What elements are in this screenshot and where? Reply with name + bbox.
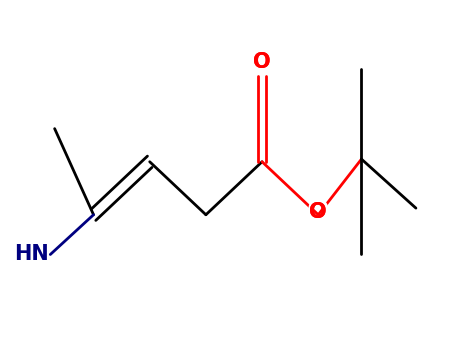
Text: O: O <box>253 52 271 72</box>
Text: HN: HN <box>14 245 49 265</box>
Text: O: O <box>253 52 271 72</box>
Text: O: O <box>251 49 273 75</box>
Text: O: O <box>307 199 329 225</box>
Text: O: O <box>309 202 327 222</box>
Text: O: O <box>309 202 327 222</box>
